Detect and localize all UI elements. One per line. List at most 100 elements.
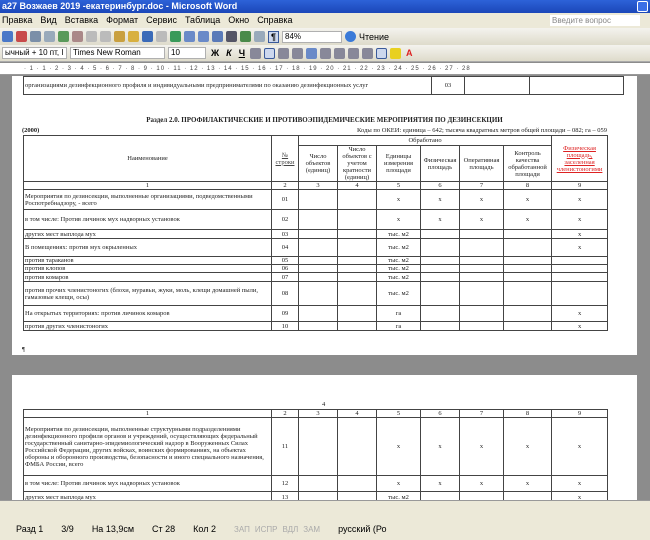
- insert-table-icon[interactable]: [198, 31, 209, 42]
- menu-item[interactable]: Правка: [2, 15, 33, 25]
- increase-indent-icon[interactable]: [362, 47, 374, 59]
- cell-empty[interactable]: [298, 305, 338, 322]
- line-spacing-icon[interactable]: [306, 47, 318, 59]
- research-icon[interactable]: [72, 31, 83, 42]
- cell-c6[interactable]: [420, 305, 460, 322]
- cell-empty[interactable]: [337, 475, 377, 492]
- cell-empty[interactable]: [337, 321, 377, 331]
- permission-icon[interactable]: [16, 31, 27, 42]
- cell-empty[interactable]: [337, 189, 377, 210]
- save-icon[interactable]: [2, 31, 13, 42]
- cell-c6[interactable]: [420, 229, 460, 239]
- menu-item[interactable]: Вставка: [64, 15, 99, 25]
- cell-c6[interactable]: [420, 256, 460, 265]
- cell-u[interactable]: тыс. м2: [376, 264, 421, 273]
- cell-c7[interactable]: x: [459, 475, 504, 492]
- cell-empty[interactable]: [298, 264, 338, 273]
- cell-c8[interactable]: [502, 256, 553, 265]
- cell-empty[interactable]: [337, 238, 377, 257]
- font-select[interactable]: Times New Roman: [70, 47, 165, 59]
- align-center-icon[interactable]: [264, 47, 276, 59]
- cell-c9[interactable]: x: [551, 229, 609, 239]
- align-left-icon[interactable]: [250, 47, 262, 59]
- columns-icon[interactable]: [226, 31, 237, 42]
- cell-c8[interactable]: [502, 238, 553, 257]
- cell-c9[interactable]: [551, 272, 609, 282]
- cell-u[interactable]: тыс. м2: [376, 281, 421, 306]
- cell-c8[interactable]: [502, 272, 553, 282]
- cell-c9[interactable]: x: [551, 238, 609, 257]
- borders-icon[interactable]: [376, 47, 388, 59]
- print-preview-icon[interactable]: [44, 31, 55, 42]
- menu-item[interactable]: Формат: [106, 15, 139, 25]
- cell-empty[interactable]: [337, 305, 377, 322]
- cell-c9[interactable]: [551, 264, 609, 273]
- cell-c9[interactable]: x: [551, 321, 609, 331]
- cell-c9[interactable]: x: [551, 417, 608, 476]
- help-search-input[interactable]: Введите вопрос: [550, 15, 640, 26]
- menu-item[interactable]: Вид: [40, 15, 57, 25]
- cell-u[interactable]: тыс. м2: [376, 229, 421, 239]
- cell-c8[interactable]: x: [502, 209, 553, 230]
- cell-c9[interactable]: x: [551, 475, 608, 492]
- cell-c9[interactable]: [551, 256, 609, 265]
- status-record[interactable]: ЗАП: [233, 524, 250, 534]
- cell-c7[interactable]: x: [459, 209, 504, 230]
- cell-empty[interactable]: [337, 417, 377, 476]
- cell-c8[interactable]: [502, 264, 553, 273]
- cell-c6[interactable]: [420, 321, 460, 331]
- cell-empty[interactable]: [337, 281, 377, 306]
- status-track-changes[interactable]: ИСПР: [254, 524, 278, 534]
- numbering-icon[interactable]: [320, 47, 332, 59]
- cell-c8[interactable]: [502, 281, 553, 306]
- spelling-icon[interactable]: [58, 31, 69, 42]
- cell-c7[interactable]: [459, 272, 504, 282]
- cell-c7[interactable]: [459, 264, 504, 273]
- bullets-icon[interactable]: [334, 47, 346, 59]
- copy-icon[interactable]: [100, 31, 111, 42]
- cell-c7[interactable]: [459, 321, 504, 331]
- cell-u[interactable]: тыс. м2: [376, 256, 421, 265]
- justify-icon[interactable]: [292, 47, 304, 59]
- tables-borders-icon[interactable]: [184, 31, 195, 42]
- redo-icon[interactable]: [156, 31, 167, 42]
- minimize-button[interactable]: [637, 1, 648, 12]
- status-overtype[interactable]: ЗАМ: [303, 524, 321, 534]
- bold-button[interactable]: Ж: [211, 48, 220, 58]
- insert-excel-icon[interactable]: [212, 31, 223, 42]
- style-select[interactable]: ычный + 10 пт, I: [2, 47, 67, 59]
- cell-c8[interactable]: [502, 305, 553, 322]
- cell-c6[interactable]: x: [420, 209, 460, 230]
- cell-u[interactable]: тыс. м2: [376, 272, 421, 282]
- cell-u[interactable]: га: [376, 321, 421, 331]
- decrease-indent-icon[interactable]: [348, 47, 360, 59]
- cell-c9[interactable]: x: [551, 209, 609, 230]
- horizontal-ruler[interactable]: · 1 · 1 · 2 · 3 · 4 · 5 · 6 · 7 · 8 · 9 …: [0, 63, 650, 75]
- cell-empty[interactable]: [298, 256, 338, 265]
- paste-icon[interactable]: [114, 31, 125, 42]
- cell-c7[interactable]: [459, 305, 504, 322]
- cell-empty[interactable]: [298, 321, 338, 331]
- cell-empty[interactable]: [298, 238, 338, 257]
- font-size-select[interactable]: 10: [168, 47, 206, 59]
- underline-button[interactable]: Ч: [238, 48, 246, 58]
- document-map-icon[interactable]: [254, 31, 265, 42]
- status-extend[interactable]: ВДЛ: [282, 524, 299, 534]
- cell-empty[interactable]: [298, 189, 338, 210]
- cell-empty[interactable]: [337, 272, 377, 282]
- cell-empty[interactable]: [298, 272, 338, 282]
- cell-c8[interactable]: [502, 229, 553, 239]
- cell-u[interactable]: x: [376, 209, 421, 230]
- cell-empty[interactable]: [298, 209, 338, 230]
- cell-u[interactable]: га: [376, 305, 421, 322]
- cell-c8[interactable]: x: [502, 189, 553, 210]
- cell-u[interactable]: x: [376, 417, 421, 476]
- cell-empty[interactable]: [337, 264, 377, 273]
- cell-c6[interactable]: [420, 264, 460, 273]
- cell-empty[interactable]: [337, 229, 377, 239]
- cell-c6[interactable]: [420, 238, 460, 257]
- cell-c9[interactable]: x: [551, 189, 609, 210]
- cell-u[interactable]: x: [376, 475, 421, 492]
- cell-c7[interactable]: [459, 238, 504, 257]
- cell-c6[interactable]: [420, 281, 460, 306]
